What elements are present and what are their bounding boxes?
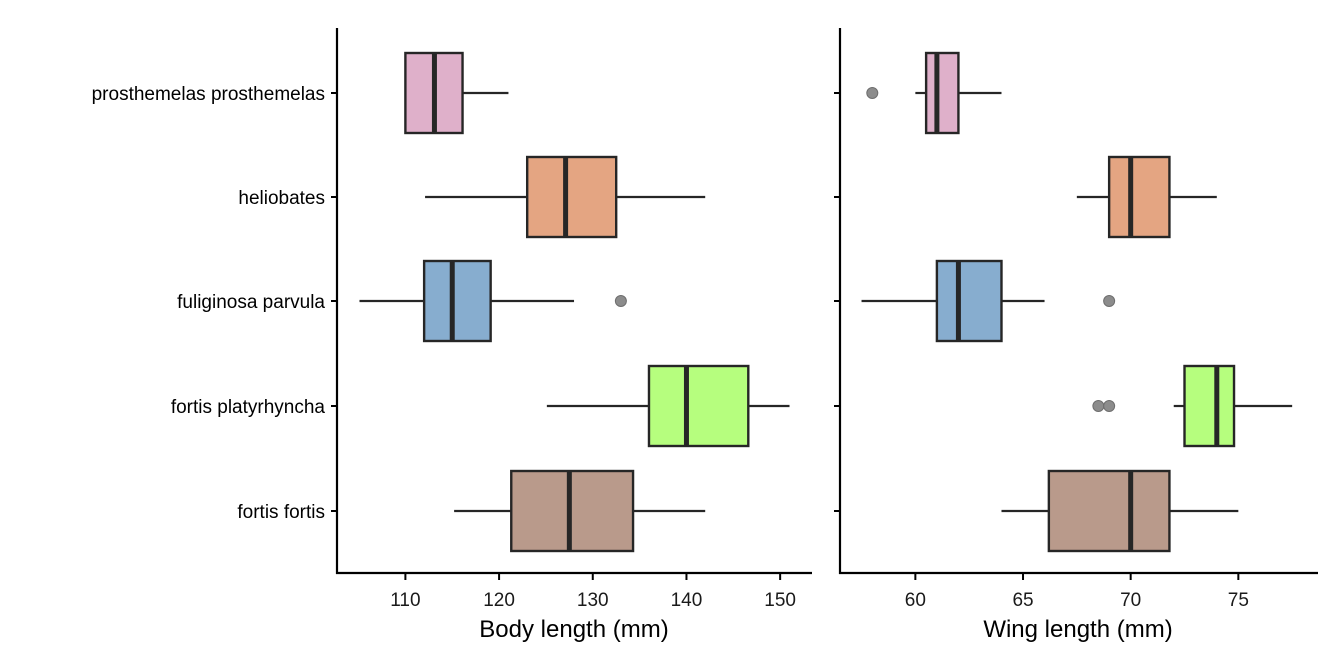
category-label: fuliginosa parvula: [177, 292, 325, 313]
category-label: fortis fortis: [237, 502, 325, 523]
box-iqr: [510, 469, 635, 553]
box-heliobates: [425, 155, 706, 239]
category-label: prosthemelas prosthemelas: [92, 84, 325, 105]
box-iqr: [935, 259, 1003, 343]
box-fortis-platyrhyncha: [1092, 364, 1293, 448]
box-fuliginosa-parvula: [861, 259, 1116, 343]
outlier-point: [1092, 400, 1105, 412]
category-label: heliobates: [238, 188, 325, 209]
x-tick-label: 120: [483, 590, 515, 611]
x-axis-title-wing: Wing length (mm): [983, 616, 1172, 643]
outlier-point: [1103, 400, 1116, 412]
box-fortis-fortis: [454, 469, 706, 553]
box-iqr: [1183, 364, 1236, 448]
category-label: fortis platyrhyncha: [171, 397, 326, 418]
box-iqr: [647, 364, 750, 448]
box-prosthemelas-prosthemelas: [404, 51, 509, 135]
x-tick-label: 60: [905, 590, 926, 611]
box-iqr: [525, 155, 618, 239]
x-tick-label: 110: [390, 590, 420, 611]
box-fuliginosa-parvula: [359, 259, 627, 343]
box-fortis-platyrhyncha: [546, 364, 790, 448]
x-tick-label: 130: [577, 590, 609, 611]
box-iqr: [924, 51, 960, 135]
x-tick-label: 65: [1012, 590, 1033, 611]
category-labels: prosthemelas prosthemelas heliobates ful…: [92, 84, 326, 523]
panel-1: 110 120 130 140 150: [331, 28, 812, 611]
box-iqr: [422, 259, 492, 343]
box-prosthemelas-prosthemelas: [866, 51, 1002, 135]
outlier-point: [614, 295, 627, 307]
x-tick-label: 75: [1228, 590, 1249, 611]
x-tick-label: 140: [671, 590, 703, 611]
box-fortis-fortis: [1001, 469, 1239, 553]
x-axis-title-body: Body length (mm): [479, 616, 668, 643]
box-iqr: [1107, 155, 1171, 239]
x-tick-label: 150: [764, 590, 796, 611]
x-tick-label: 70: [1120, 590, 1141, 611]
outlier-point: [866, 87, 879, 99]
box-heliobates: [1076, 155, 1217, 239]
box-iqr: [1047, 469, 1171, 553]
outlier-point: [1103, 295, 1116, 307]
panel-2: 60 65 70 75: [834, 28, 1318, 611]
